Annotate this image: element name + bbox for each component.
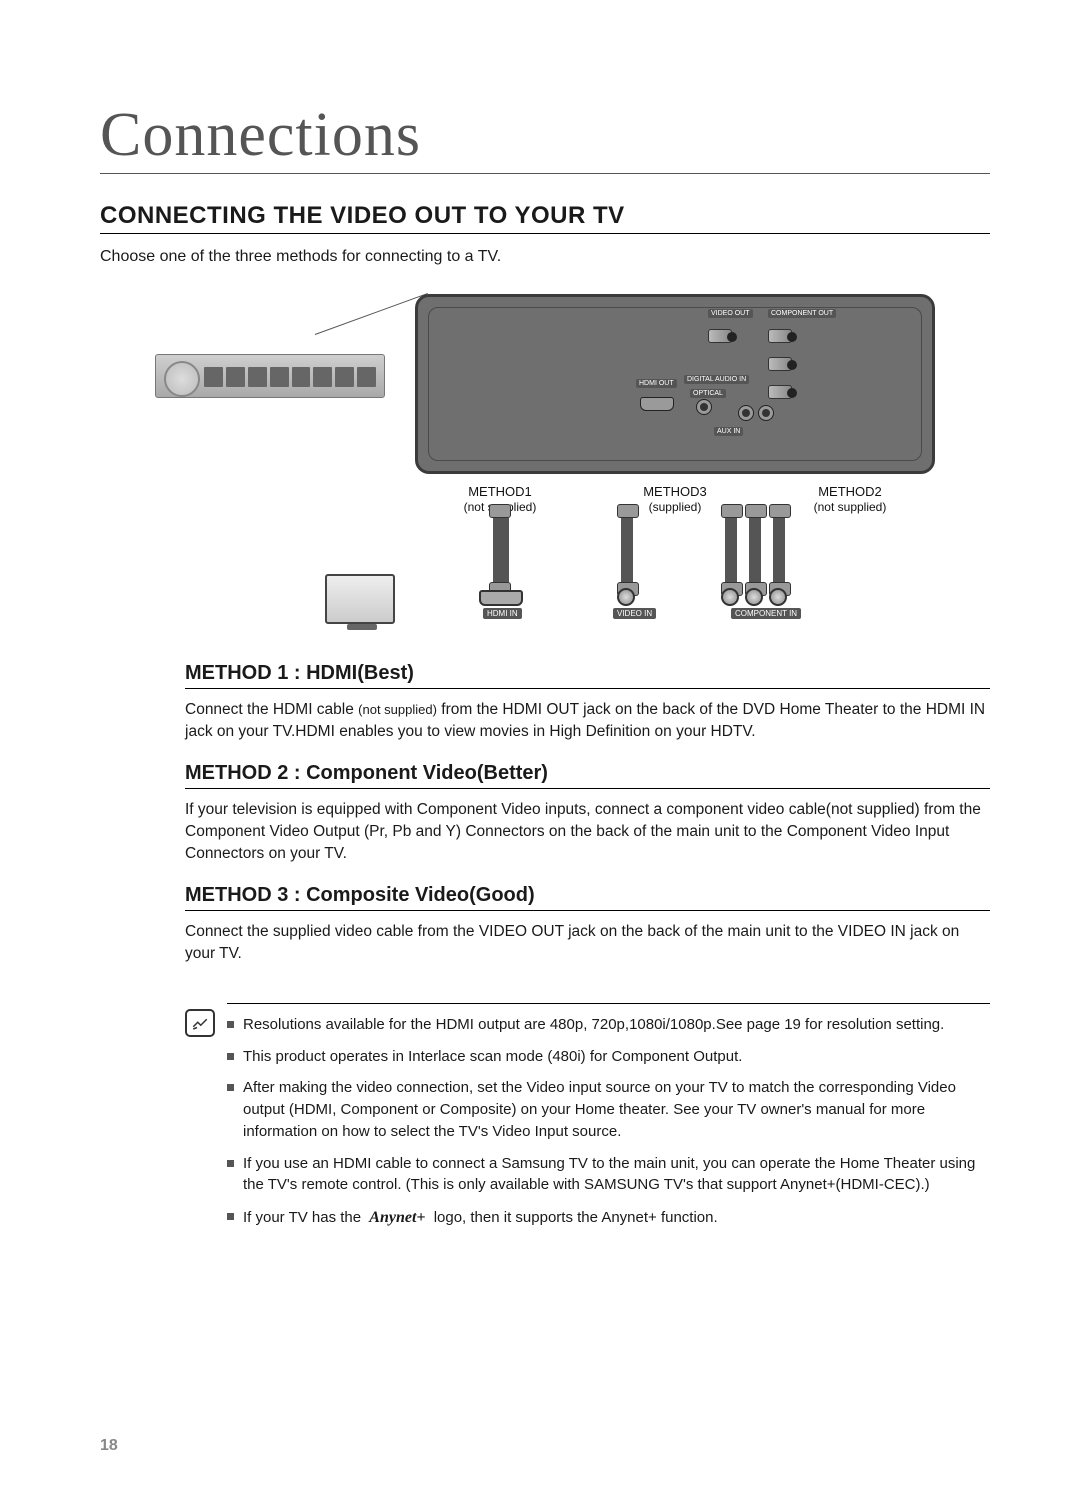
jack-hdmi-in (479, 590, 523, 606)
cable-component-y (725, 518, 737, 582)
method3-name: METHOD3 (643, 484, 707, 499)
port-aux-l (738, 405, 754, 421)
note-2: This product operates in Interlace scan … (227, 1046, 990, 1068)
anynet-logo: Anynet+ (365, 1209, 429, 1226)
note-1: Resolutions available for the HDMI outpu… (227, 1014, 990, 1036)
method2-name: METHOD2 (818, 484, 882, 499)
method1-not-supplied: (not supplied) (358, 702, 437, 717)
method3-body: Connect the supplied video cable from th… (185, 921, 990, 964)
device-rear-thumbnail (155, 354, 385, 398)
note-4: If you use an HDMI cable to connect a Sa… (227, 1153, 990, 1197)
label-hdmi-in: HDMI IN (483, 608, 522, 619)
note-5b: logo, then it supports the Anynet+ funct… (430, 1209, 718, 1226)
note-icon (185, 1009, 215, 1037)
method2-label: METHOD2 (not supplied) (785, 484, 915, 520)
notes-block: Resolutions available for the HDMI outpu… (100, 1003, 990, 1229)
port-component-pr (768, 385, 792, 399)
port-component-pb (768, 357, 792, 371)
jack-video-in (617, 588, 635, 606)
port-aux-r (758, 405, 774, 421)
callout-line (315, 293, 428, 335)
method1-name: METHOD1 (468, 484, 532, 499)
port-hdmi-out (640, 397, 674, 411)
jack-comp-y (721, 588, 739, 606)
jack-comp-pr (769, 588, 787, 606)
cable-composite (621, 518, 633, 582)
note-5: If your TV has the Anynet+ logo, then it… (227, 1206, 990, 1229)
page-number: 18 (100, 1437, 118, 1455)
label-video-in: VIDEO IN (613, 608, 656, 619)
section-title: CONNECTING THE VIDEO OUT TO YOUR TV (100, 202, 990, 234)
connection-diagram: VIDEO OUT COMPONENT OUT HDMI OUT DIGITAL… (100, 294, 990, 624)
label-hdmi-out: HDMI OUT (636, 379, 677, 388)
rear-panel-enlarged: VIDEO OUT COMPONENT OUT HDMI OUT DIGITAL… (415, 294, 935, 474)
port-optical (696, 399, 712, 415)
port-video-out (708, 329, 732, 343)
intro-text: Choose one of the three methods for conn… (100, 248, 990, 266)
notes-rule (227, 1003, 990, 1004)
cable-hdmi (493, 518, 509, 582)
method2-heading: METHOD 2 : Component Video(Better) (185, 762, 990, 789)
note-5a: If your TV has the (243, 1209, 365, 1226)
jack-comp-pb (745, 588, 763, 606)
method1-body: Connect the HDMI cable (not supplied) fr… (185, 699, 990, 742)
label-optical: OPTICAL (690, 389, 726, 398)
label-video-out: VIDEO OUT (708, 309, 753, 318)
method1-body-a: Connect the HDMI cable (185, 701, 358, 718)
label-component-in: COMPONENT IN (731, 608, 801, 619)
note-3: After making the video connection, set t… (227, 1077, 990, 1142)
method2-body: If your television is equipped with Comp… (185, 799, 990, 864)
label-digital-audio-in: DIGITAL AUDIO IN (684, 375, 749, 384)
cable-component-pb (749, 518, 761, 582)
label-aux-in: AUX IN (714, 427, 743, 436)
tv-icon (325, 574, 395, 624)
label-component-out: COMPONENT OUT (768, 309, 836, 318)
port-component-y (768, 329, 792, 343)
method3-heading: METHOD 3 : Composite Video(Good) (185, 884, 990, 911)
chapter-title: Connections (100, 100, 990, 174)
method1-heading: METHOD 1 : HDMI(Best) (185, 662, 990, 689)
cable-component-pr (773, 518, 785, 582)
method2-supply: (not supplied) (785, 500, 915, 515)
